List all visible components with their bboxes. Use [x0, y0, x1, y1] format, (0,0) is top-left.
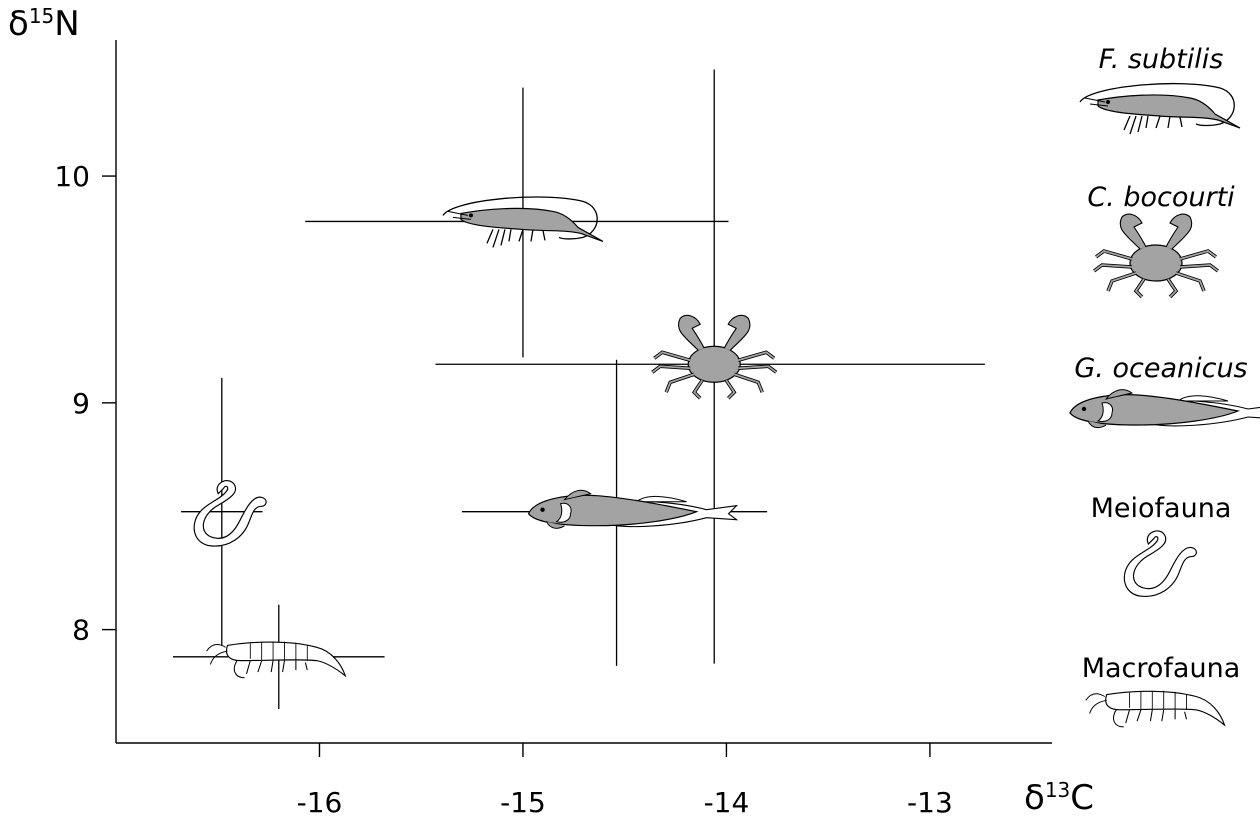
legend-amphipod-icon	[1085, 690, 1226, 728]
legend-shrimp-icon	[1079, 82, 1241, 135]
axes	[115, 40, 1052, 744]
legend-worm-icon	[1123, 530, 1197, 597]
x-axis-label-suffix: C	[1070, 778, 1095, 818]
legend-label-meiofauna: Meiofauna	[1090, 493, 1232, 524]
amphipod-icon	[206, 641, 346, 679]
error-bar-group	[172, 69, 985, 709]
x-axis-label-superscript: 13	[1044, 778, 1071, 802]
legend-fish-icon	[1069, 389, 1260, 429]
x-tick-label: -14	[704, 786, 750, 819]
x-axis-label: δ13C	[1024, 778, 1094, 818]
x-tick-label: -16	[297, 786, 343, 819]
legend-label-f-subtilis: F. subtilis	[1098, 44, 1224, 75]
worm-icon	[193, 480, 267, 547]
x-axis-label-prefix: δ	[1024, 778, 1045, 818]
marker-group	[193, 196, 778, 679]
legend-label-c-bocourti: C. bocourti	[1087, 182, 1235, 213]
y-tick-label: 8	[72, 614, 90, 647]
legend-crab-icon	[1092, 212, 1220, 299]
y-axis-label-prefix: δ	[8, 4, 29, 44]
y-tick-label: 10	[54, 160, 90, 193]
legend	[1069, 82, 1260, 728]
x-tick-label: -13	[907, 786, 953, 819]
y-axis-label: δ15N	[8, 4, 80, 44]
tick-group: -16 -15 -14 -13 8 9 10	[54, 160, 952, 819]
legend-label-g-oceanicus: G. oceanicus	[1074, 353, 1248, 384]
y-axis-label-suffix: N	[54, 4, 80, 44]
y-tick-label: 9	[72, 387, 90, 420]
x-tick-label: -15	[500, 786, 546, 819]
legend-label-macrofauna: Macrofauna	[1081, 653, 1241, 684]
y-axis-label-superscript: 15	[28, 4, 55, 28]
fish-icon	[527, 489, 738, 529]
